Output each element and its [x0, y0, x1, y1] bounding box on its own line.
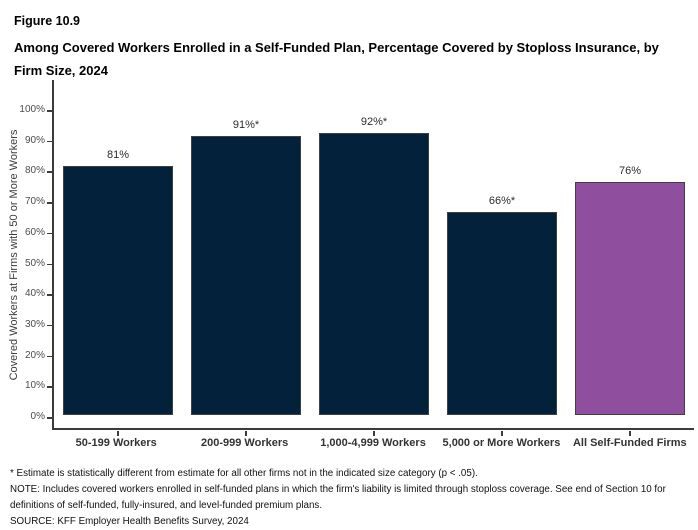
- bar-1: [62, 166, 174, 415]
- x-axis-labels: 50-199 Workers 200-999 Workers 1,000-4,999…: [52, 437, 694, 449]
- bar-value-label: 81%: [106, 149, 130, 161]
- bar-value-label: 66%*: [488, 195, 516, 207]
- y-tick-label: 0%: [30, 411, 45, 422]
- y-tick-label: 80%: [24, 165, 45, 177]
- y-tick-label: 60%: [24, 226, 45, 238]
- bar-3: [318, 133, 430, 415]
- x-tick-mark: [117, 431, 119, 436]
- y-tick-mark: [47, 202, 52, 204]
- y-tick-mark: [47, 417, 52, 419]
- y-tick-mark: [47, 355, 52, 358]
- bar-value-label: 92%*: [360, 116, 388, 128]
- bar-4: [446, 212, 558, 415]
- plot-panel: 81% 91%* 92%* 66%* 76%: [47, 80, 694, 436]
- y-tick-label: 20%: [24, 349, 45, 361]
- footnote-note: NOTE: Includes covered workers enrolled …: [10, 484, 666, 511]
- y-tick-mark: [47, 263, 52, 265]
- y-tick-label: 90%: [24, 134, 45, 146]
- x-tick-mark: [501, 431, 503, 436]
- y-tick-mark: [47, 140, 52, 143]
- y-axis-ticks: 0% 10% 20% 30% 40% 50% 60% 70% 80% 90% 100%: [0, 80, 45, 430]
- y-tick-label: 70%: [24, 196, 45, 208]
- x-axis-label: All Self-Funded Firms: [572, 437, 687, 449]
- footnotes: * Estimate is statistically different fr…: [10, 466, 696, 530]
- x-axis-label: 5,000 or More Workers: [442, 437, 561, 449]
- figure-title: Among Covered Workers Enrolled in a Self…: [14, 40, 659, 78]
- bar-slot: 92%*: [310, 80, 438, 436]
- footnote-source: SOURCE: KFF Employer Health Benefits Sur…: [10, 516, 249, 527]
- y-tick-mark: [47, 110, 52, 112]
- bar-slot: 76%: [566, 80, 694, 436]
- bar-value-label: 91%*: [232, 119, 260, 131]
- y-tick-label: 100%: [19, 104, 45, 115]
- y-tick-mark: [47, 232, 52, 235]
- bar-slot: 91%*: [182, 80, 310, 436]
- figure-number: Figure 10.9: [14, 14, 80, 28]
- x-axis-label: 1,000-4,999 Workers: [320, 437, 426, 449]
- y-tick-label: 50%: [24, 257, 45, 269]
- x-tick-mark: [245, 431, 247, 436]
- x-tick-mark: [629, 431, 631, 436]
- y-tick-label: 10%: [24, 380, 45, 392]
- y-tick-mark: [47, 386, 52, 388]
- x-tick-mark: [373, 431, 375, 436]
- y-tick-label: 30%: [24, 318, 45, 330]
- y-tick-mark: [47, 171, 52, 173]
- y-tick-mark: [47, 324, 52, 327]
- y-tick-mark: [47, 294, 52, 296]
- bar-2: [190, 136, 302, 415]
- bar-value-label: 76%: [618, 165, 642, 177]
- bar-slots: 81% 91%* 92%* 66%* 76%: [54, 80, 694, 436]
- bar-5: [574, 182, 686, 415]
- y-tick-label: 40%: [24, 288, 45, 300]
- footnote-asterisk: * Estimate is statistically different fr…: [10, 468, 478, 479]
- bar-slot: 81%: [54, 80, 182, 436]
- x-axis-label: 50-199 Workers: [75, 437, 157, 449]
- x-axis-label: 200-999 Workers: [200, 437, 289, 449]
- bar-slot: 66%*: [438, 80, 566, 436]
